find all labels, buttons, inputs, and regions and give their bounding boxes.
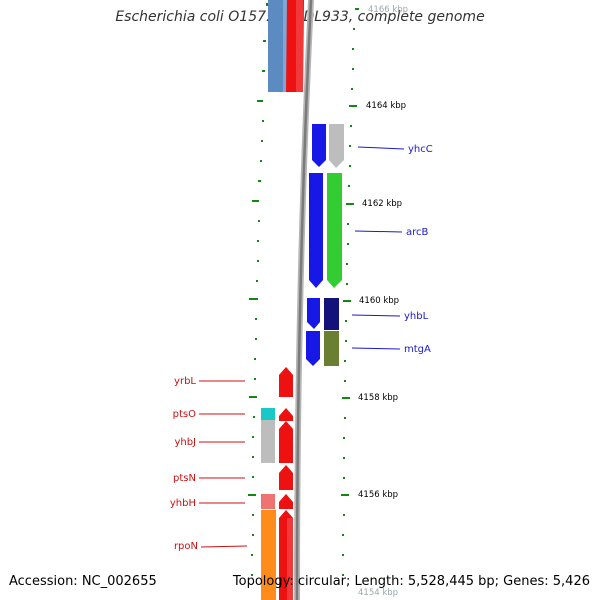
leader-line-yhbL xyxy=(351,314,401,317)
gene-arrow-yhbJ[interactable] xyxy=(279,421,293,463)
gene-label-rpoN[interactable]: rpoN xyxy=(174,541,198,552)
topology-summary: Topology: circular; Length: 5,528,445 bp… xyxy=(232,574,590,589)
scale-label-4156: 4156 kbp xyxy=(358,490,398,500)
leader-line-yhcC xyxy=(357,146,405,150)
accession-text: Accession: NC_002655 xyxy=(9,574,157,589)
gene-label-ptsN[interactable]: ptsN xyxy=(173,473,196,484)
gene-label-yhbJ[interactable]: yhbJ xyxy=(174,437,196,448)
gene-arrow-yhbH[interactable] xyxy=(279,494,293,509)
gene-label-mtgA[interactable]: mtgA xyxy=(404,344,431,355)
gene-arrow-ptsO[interactable] xyxy=(279,408,293,421)
gene-label-ptsO[interactable]: ptsO xyxy=(173,409,196,420)
gene-block-top-steelblue-inner xyxy=(283,0,288,92)
gene-arrow-mtgA-blue[interactable] xyxy=(306,331,320,366)
gene-block-mtgA-olive[interactable] xyxy=(324,331,339,366)
gene-block-top-steelblue[interactable] xyxy=(268,0,285,92)
gene-label-yhbL[interactable]: yhbL xyxy=(404,311,429,322)
gene-block-yhbL-navy[interactable] xyxy=(324,298,339,330)
gene-block-rpoN-orange[interactable] xyxy=(261,510,276,600)
gene-block-yhcC-gray[interactable] xyxy=(329,124,344,168)
right-ticks xyxy=(341,8,359,576)
left-ticks xyxy=(248,3,268,576)
leader-line-arcB xyxy=(354,230,403,233)
gene-label-yhcC[interactable]: yhcC xyxy=(408,144,433,155)
genome-backbone-core xyxy=(295,0,313,600)
scale-label-4154: 4154 kbp xyxy=(358,588,398,598)
gene-arrow-rpoN-edge xyxy=(287,518,293,600)
scale-label-4158: 4158 kbp xyxy=(358,393,398,403)
gene-label-arcB[interactable]: arcB xyxy=(406,227,429,238)
scale-label-4162: 4162 kbp xyxy=(362,199,402,209)
leader-line-mtgA xyxy=(351,347,401,350)
scale-label-4166: 4166 kbp xyxy=(368,5,408,15)
leader-line-rpoN xyxy=(200,545,248,548)
gene-arrow-arcB-blue[interactable] xyxy=(309,173,323,288)
scale-label-4164: 4164 kbp xyxy=(366,101,406,111)
gene-arrow-yrbL[interactable] xyxy=(279,367,293,397)
gene-arrow-yhcC-blue[interactable] xyxy=(312,124,326,167)
gene-label-yhbH[interactable]: yhbH xyxy=(170,498,196,509)
gene-block-yhbJ-gray[interactable] xyxy=(261,420,275,463)
gene-arrow-top-red-edge xyxy=(296,0,303,92)
gene-label-yrbL[interactable]: yrbL xyxy=(174,376,196,387)
gene-arrow-yhbL-blue[interactable] xyxy=(307,298,320,329)
gene-block-arcB-green[interactable] xyxy=(327,173,342,288)
gene-arrow-ptsN[interactable] xyxy=(279,465,293,490)
scale-label-4160: 4160 kbp xyxy=(359,296,399,306)
gene-block-ptsO-cyan[interactable] xyxy=(261,408,275,420)
gene-block-yhbH-pink[interactable] xyxy=(261,494,275,509)
